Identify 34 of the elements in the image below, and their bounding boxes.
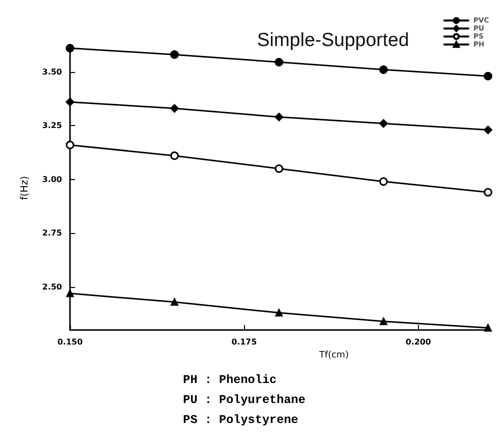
point [484, 72, 492, 80]
text: PS : Polystyrene [183, 413, 298, 427]
y-tick-label: 2.75 [42, 228, 62, 238]
point [170, 298, 178, 306]
y-axis-title: f(Hz) [20, 176, 30, 200]
point [484, 188, 492, 197]
point [379, 65, 388, 74]
point [380, 318, 388, 326]
text: PU : Polyurethane [183, 393, 306, 407]
y-tick-label: 3.00 [42, 174, 62, 184]
point [275, 309, 283, 317]
point [170, 104, 179, 113]
point [170, 151, 179, 160]
text: PH : Phenolic [183, 373, 277, 387]
x-tick-label: 0.150 [57, 338, 84, 346]
point [274, 112, 284, 122]
point [66, 98, 74, 106]
point [66, 290, 74, 298]
y-tick-label: 3.25 [42, 121, 62, 130]
point [274, 164, 284, 173]
y-tick-label: 3.50 [42, 67, 62, 76]
x-axis-title: Tf(cm) [318, 350, 349, 360]
point [484, 126, 492, 134]
point [66, 140, 74, 150]
point [274, 58, 284, 66]
x-tick-label: 0.200 [406, 338, 432, 346]
chart-title: Simple-Supported [256, 30, 410, 51]
point [379, 177, 388, 186]
point [66, 44, 74, 52]
point [379, 119, 388, 128]
y-tick-label: 2.50 [42, 282, 62, 292]
x-tick-label: 0.175 [232, 338, 258, 346]
point [170, 50, 179, 59]
point [484, 324, 492, 332]
